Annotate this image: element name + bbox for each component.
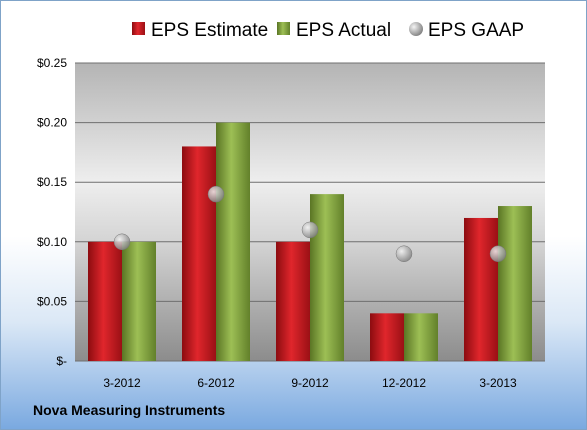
bar-eps-actual bbox=[310, 194, 344, 361]
y-tick-label: $0.25 bbox=[37, 56, 67, 70]
marker-eps-gaap bbox=[113, 233, 131, 251]
legend-swatch bbox=[277, 22, 290, 35]
bar-eps-actual bbox=[122, 241, 156, 361]
legend: EPS Estimate EPS Actual EPS GAAP bbox=[132, 20, 524, 41]
bar-eps-estimate bbox=[464, 217, 498, 361]
x-tick-label: 6-2012 bbox=[197, 376, 235, 390]
gaap-markers bbox=[113, 185, 507, 262]
y-tick-label: $0.15 bbox=[37, 175, 67, 189]
y-tick-label: $- bbox=[56, 354, 67, 368]
bar-eps-actual bbox=[498, 206, 532, 361]
y-tick-label: $0.05 bbox=[37, 294, 67, 308]
bar-eps-estimate bbox=[370, 313, 404, 361]
y-tick-label: $0.10 bbox=[37, 235, 67, 249]
bar-eps-estimate bbox=[88, 241, 122, 361]
legend-label: EPS Actual bbox=[296, 20, 391, 41]
marker-eps-gaap bbox=[207, 185, 225, 203]
legend-label: EPS Estimate bbox=[151, 20, 268, 41]
x-tick-label: 12-2012 bbox=[382, 376, 426, 390]
bar-eps-actual bbox=[404, 313, 438, 361]
x-tick-label: 9-2012 bbox=[291, 376, 329, 390]
eps-chart: $- $0.05 $0.10 $0.15 $0.20 $0.25 3-2012 6-2012 9… bbox=[37, 20, 545, 390]
marker-eps-gaap bbox=[395, 245, 413, 262]
legend-label: EPS GAAP bbox=[428, 20, 524, 41]
y-tick-label: $0.20 bbox=[37, 116, 67, 130]
axis-labels: $- $0.05 $0.10 $0.15 $0.20 $0.25 3-2012 6-2012 9… bbox=[37, 56, 517, 390]
bar-eps-estimate bbox=[276, 241, 310, 361]
legend-swatch bbox=[132, 22, 145, 35]
bars bbox=[88, 122, 532, 361]
bar-eps-estimate bbox=[182, 146, 216, 361]
legend-swatch bbox=[409, 22, 423, 36]
x-tick-label: 3-2012 bbox=[103, 376, 141, 390]
bar-eps-actual bbox=[216, 122, 250, 361]
marker-eps-gaap bbox=[489, 245, 507, 262]
x-tick-label: 3-2013 bbox=[479, 376, 517, 390]
company-name: Nova Measuring Instruments bbox=[33, 402, 226, 418]
marker-eps-gaap bbox=[301, 221, 319, 239]
